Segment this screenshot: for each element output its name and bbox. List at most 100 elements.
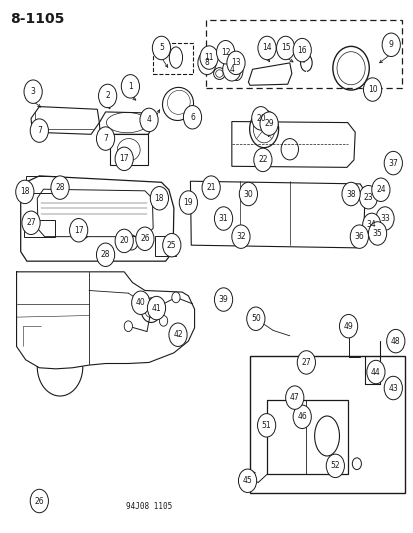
Text: 13: 13 (230, 59, 240, 67)
Text: 17: 17 (74, 226, 83, 235)
Text: 12: 12 (221, 48, 230, 56)
Text: 44: 44 (370, 368, 380, 376)
Circle shape (259, 112, 278, 135)
Text: 28: 28 (101, 251, 110, 259)
Circle shape (183, 106, 201, 129)
Text: 25: 25 (166, 241, 176, 249)
Circle shape (121, 75, 139, 98)
Circle shape (96, 243, 114, 266)
Circle shape (341, 182, 359, 206)
Text: 17: 17 (119, 155, 129, 163)
Text: 47: 47 (289, 393, 299, 402)
Text: 6: 6 (190, 113, 195, 122)
Text: 4: 4 (229, 65, 234, 74)
Circle shape (30, 489, 48, 513)
Circle shape (238, 469, 256, 492)
Text: 37: 37 (387, 159, 397, 167)
Circle shape (368, 222, 386, 245)
Circle shape (147, 296, 165, 320)
Circle shape (124, 321, 132, 332)
Circle shape (325, 454, 344, 478)
Text: 40: 40 (135, 298, 145, 307)
Bar (249, 356, 404, 493)
Circle shape (98, 84, 116, 108)
Text: 23: 23 (363, 193, 373, 201)
Circle shape (292, 405, 311, 429)
Circle shape (381, 33, 399, 56)
Text: 49: 49 (343, 322, 353, 330)
Text: 31: 31 (218, 214, 228, 223)
Circle shape (199, 46, 218, 69)
Text: 28: 28 (55, 183, 64, 192)
Text: 20: 20 (255, 114, 265, 123)
Text: 30: 30 (243, 190, 253, 198)
Circle shape (386, 329, 404, 353)
Circle shape (239, 182, 257, 206)
Text: 34: 34 (366, 221, 376, 229)
Text: 2: 2 (105, 92, 110, 100)
Circle shape (375, 207, 393, 230)
Text: 7: 7 (103, 134, 108, 143)
Text: 11: 11 (204, 53, 213, 62)
Circle shape (222, 58, 240, 81)
Text: 9: 9 (388, 41, 393, 49)
Bar (153, 43, 192, 74)
Text: 3: 3 (31, 87, 36, 96)
Bar (206, 20, 401, 88)
Bar (266, 400, 347, 474)
Text: 27: 27 (301, 358, 311, 367)
Circle shape (383, 376, 401, 400)
Bar (266, 400, 306, 474)
Bar (155, 236, 176, 256)
Circle shape (159, 316, 167, 326)
Text: 45: 45 (242, 477, 252, 485)
Circle shape (202, 176, 220, 199)
Circle shape (179, 191, 197, 214)
Text: 16: 16 (297, 46, 306, 54)
Text: 7: 7 (37, 126, 42, 135)
Text: 18: 18 (154, 194, 164, 203)
Text: 33: 33 (379, 214, 389, 223)
Circle shape (214, 288, 232, 311)
Text: 24: 24 (375, 185, 385, 194)
Text: 29: 29 (263, 119, 273, 128)
Text: 39: 39 (218, 295, 228, 304)
Text: 4: 4 (146, 116, 151, 124)
Text: 15: 15 (280, 44, 290, 52)
Circle shape (51, 176, 69, 199)
Circle shape (292, 38, 311, 62)
Circle shape (135, 227, 154, 251)
Text: 22: 22 (258, 156, 267, 164)
Text: 8: 8 (204, 59, 209, 67)
Circle shape (30, 119, 48, 142)
Text: 46: 46 (297, 413, 306, 421)
Text: 41: 41 (151, 304, 161, 312)
Circle shape (246, 307, 264, 330)
Text: 8-1105: 8-1105 (10, 12, 64, 26)
Circle shape (16, 180, 34, 204)
Text: 21: 21 (206, 183, 215, 192)
Circle shape (383, 151, 401, 175)
Text: 19: 19 (183, 198, 193, 207)
Bar (26, 176, 57, 193)
Circle shape (339, 314, 357, 338)
Circle shape (371, 178, 389, 201)
Circle shape (162, 233, 180, 257)
Circle shape (152, 36, 170, 60)
Circle shape (96, 127, 114, 150)
Text: 36: 36 (354, 232, 363, 241)
Text: 94J08 1105: 94J08 1105 (126, 502, 172, 511)
Text: 32: 32 (235, 232, 245, 241)
Circle shape (297, 351, 315, 374)
Circle shape (231, 225, 249, 248)
Circle shape (349, 225, 368, 248)
Circle shape (257, 36, 275, 60)
Circle shape (169, 323, 187, 346)
Text: 18: 18 (20, 188, 29, 196)
Text: 51: 51 (261, 421, 271, 430)
Circle shape (197, 51, 216, 75)
Text: 10: 10 (367, 85, 377, 94)
Circle shape (251, 107, 269, 130)
Circle shape (22, 211, 40, 235)
Text: 48: 48 (390, 337, 400, 345)
